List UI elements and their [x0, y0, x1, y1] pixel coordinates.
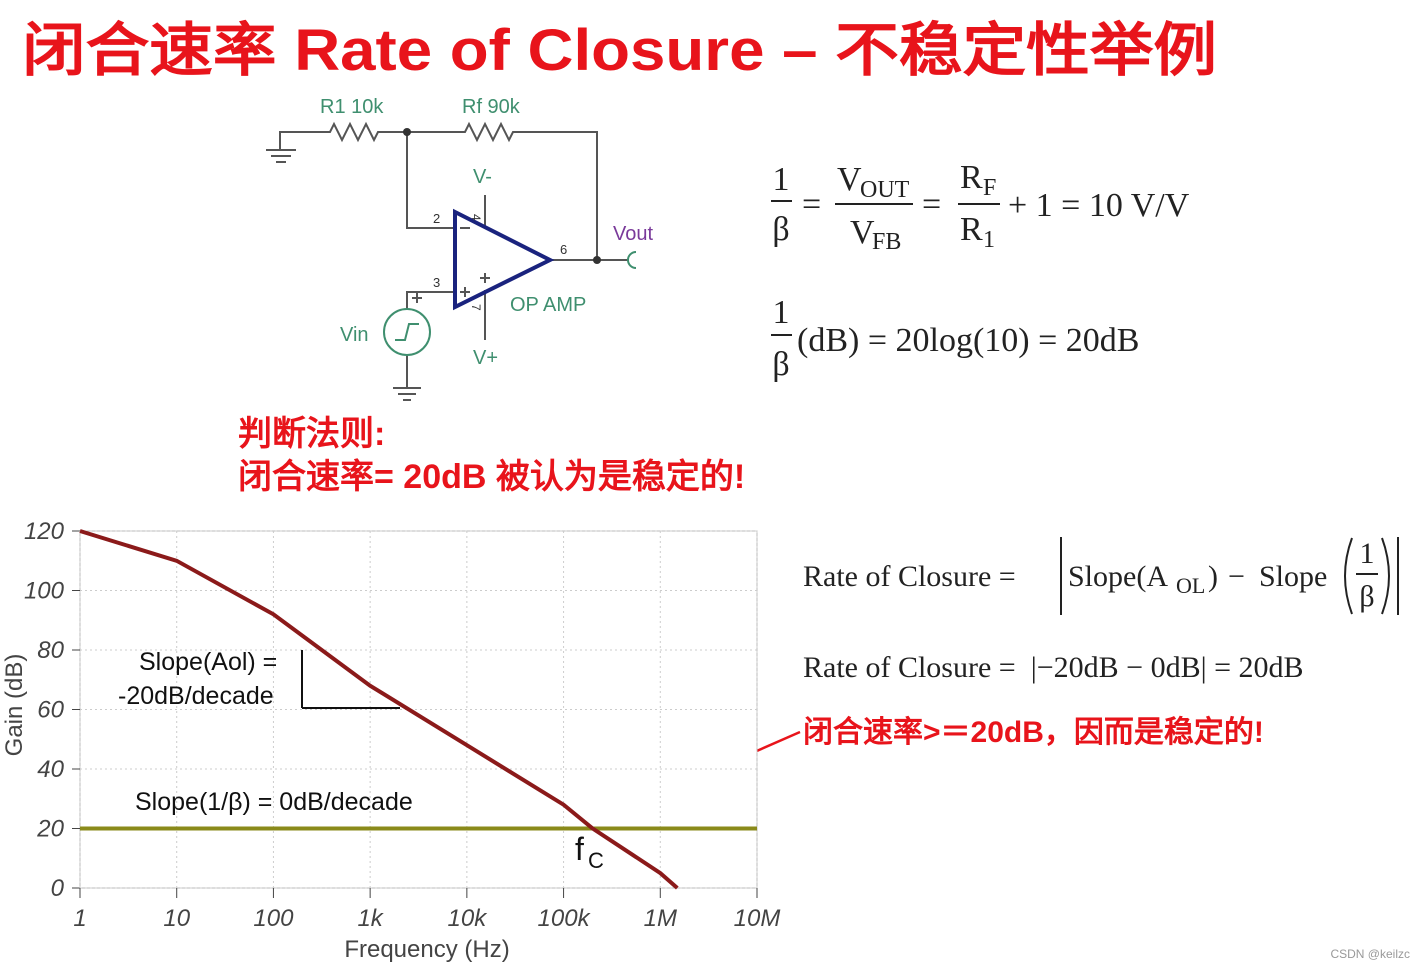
- eq-text: Rate of Closure =: [803, 560, 1016, 593]
- pin-label: 2: [433, 211, 440, 226]
- vout-label: Vout: [613, 223, 653, 245]
- x-axis-title: Frequency (Hz): [344, 936, 509, 963]
- eq-text: =: [802, 186, 821, 223]
- title: 闭合速率 Rate of Closure – 不稳定性举例: [22, 18, 1217, 83]
- eq-text: F: [983, 175, 996, 201]
- eq-text: OL: [1176, 573, 1205, 598]
- y-tick-label: 0: [51, 875, 65, 902]
- rf-label: Rf 90k: [462, 96, 521, 118]
- y-tick-label: 60: [37, 697, 64, 724]
- watermark: CSDN @keilzc: [1330, 947, 1410, 961]
- fc-label: f: [575, 831, 584, 867]
- x-tick-label: 10: [163, 905, 190, 932]
- eq-text: FB: [872, 229, 901, 255]
- annotation: Slope(Aol) =: [139, 648, 277, 676]
- eq-text: R: [960, 211, 983, 248]
- y-tick-label: 120: [24, 518, 65, 545]
- x-tick-label: 1M: [644, 905, 677, 932]
- rule-heading: 判断法则:: [238, 415, 385, 453]
- annotation: Slope(1/β) = 0dB/decade: [135, 788, 413, 816]
- eq-text: =: [922, 186, 941, 223]
- vin-label: Vin: [340, 324, 369, 346]
- eq-text: Slope(A: [1068, 560, 1168, 593]
- eq-text: R: [960, 159, 983, 196]
- pin-label: 7: [469, 304, 483, 311]
- y-tick-label: 100: [24, 578, 65, 605]
- x-tick-label: 100k: [538, 905, 592, 932]
- pin-label: 6: [560, 242, 567, 257]
- eq-text: 1: [773, 294, 790, 331]
- eq-text: 1: [773, 161, 790, 198]
- pin-label: 3: [433, 275, 440, 290]
- eq-text: Slope: [1259, 560, 1327, 593]
- equation-4: Rate of Closure = |−20dB − 0dB| = 20dB: [803, 651, 1304, 684]
- eq-text: 1: [983, 227, 995, 253]
- v-minus-label: V-: [473, 166, 492, 188]
- y-tick-label: 20: [36, 816, 64, 843]
- x-tick-label: 1k: [357, 905, 384, 932]
- equation-2: 1 β (dB) = 20log(10) = 20dB: [771, 294, 1139, 383]
- v-plus-label: V+: [473, 347, 498, 369]
- y-tick-label: 80: [37, 637, 64, 664]
- eq-text: + 1 = 10 V/V: [1008, 187, 1190, 224]
- eq-text: β: [1359, 580, 1374, 613]
- x-tick-label: 10M: [734, 905, 781, 932]
- fc-label: C: [588, 848, 604, 873]
- equation-3: Rate of Closure = Slope(A OL ) − Slope 1…: [803, 537, 1399, 615]
- x-tick-label: 1: [73, 905, 86, 932]
- x-tick-label: 100: [253, 905, 294, 932]
- pin-label: 4: [469, 214, 483, 221]
- eq-text: V: [837, 161, 862, 198]
- series-line: [79, 529, 679, 890]
- eq-text: β: [772, 211, 789, 248]
- eq-text: β: [772, 346, 789, 383]
- annotation: -20dB/decade: [118, 682, 274, 710]
- x-tick-label: 10k: [448, 905, 489, 932]
- eq-text: −: [1228, 560, 1245, 593]
- eq-text: 1: [1360, 537, 1375, 570]
- y-axis-title: Gain (dB): [1, 654, 28, 757]
- eq-text: (dB) = 20log(10) = 20dB: [797, 322, 1139, 359]
- eq-text: ): [1208, 560, 1218, 593]
- r1-label: R1 10k: [320, 96, 384, 118]
- conclusion: 闭合速率>＝20dB，因而是稳定的!: [803, 715, 1264, 749]
- y-tick-label: 40: [37, 756, 64, 783]
- equation-1: 1 β = V OUT V FB = R F R 1 + 1 = 10 V/V: [771, 159, 1190, 255]
- eq-text: OUT: [860, 177, 910, 203]
- eq-text: V: [850, 214, 875, 251]
- circuit: [266, 121, 637, 401]
- opamp-label: OP AMP: [510, 294, 586, 316]
- rule-text: 闭合速率= 20dB 被认为是稳定的!: [238, 458, 745, 496]
